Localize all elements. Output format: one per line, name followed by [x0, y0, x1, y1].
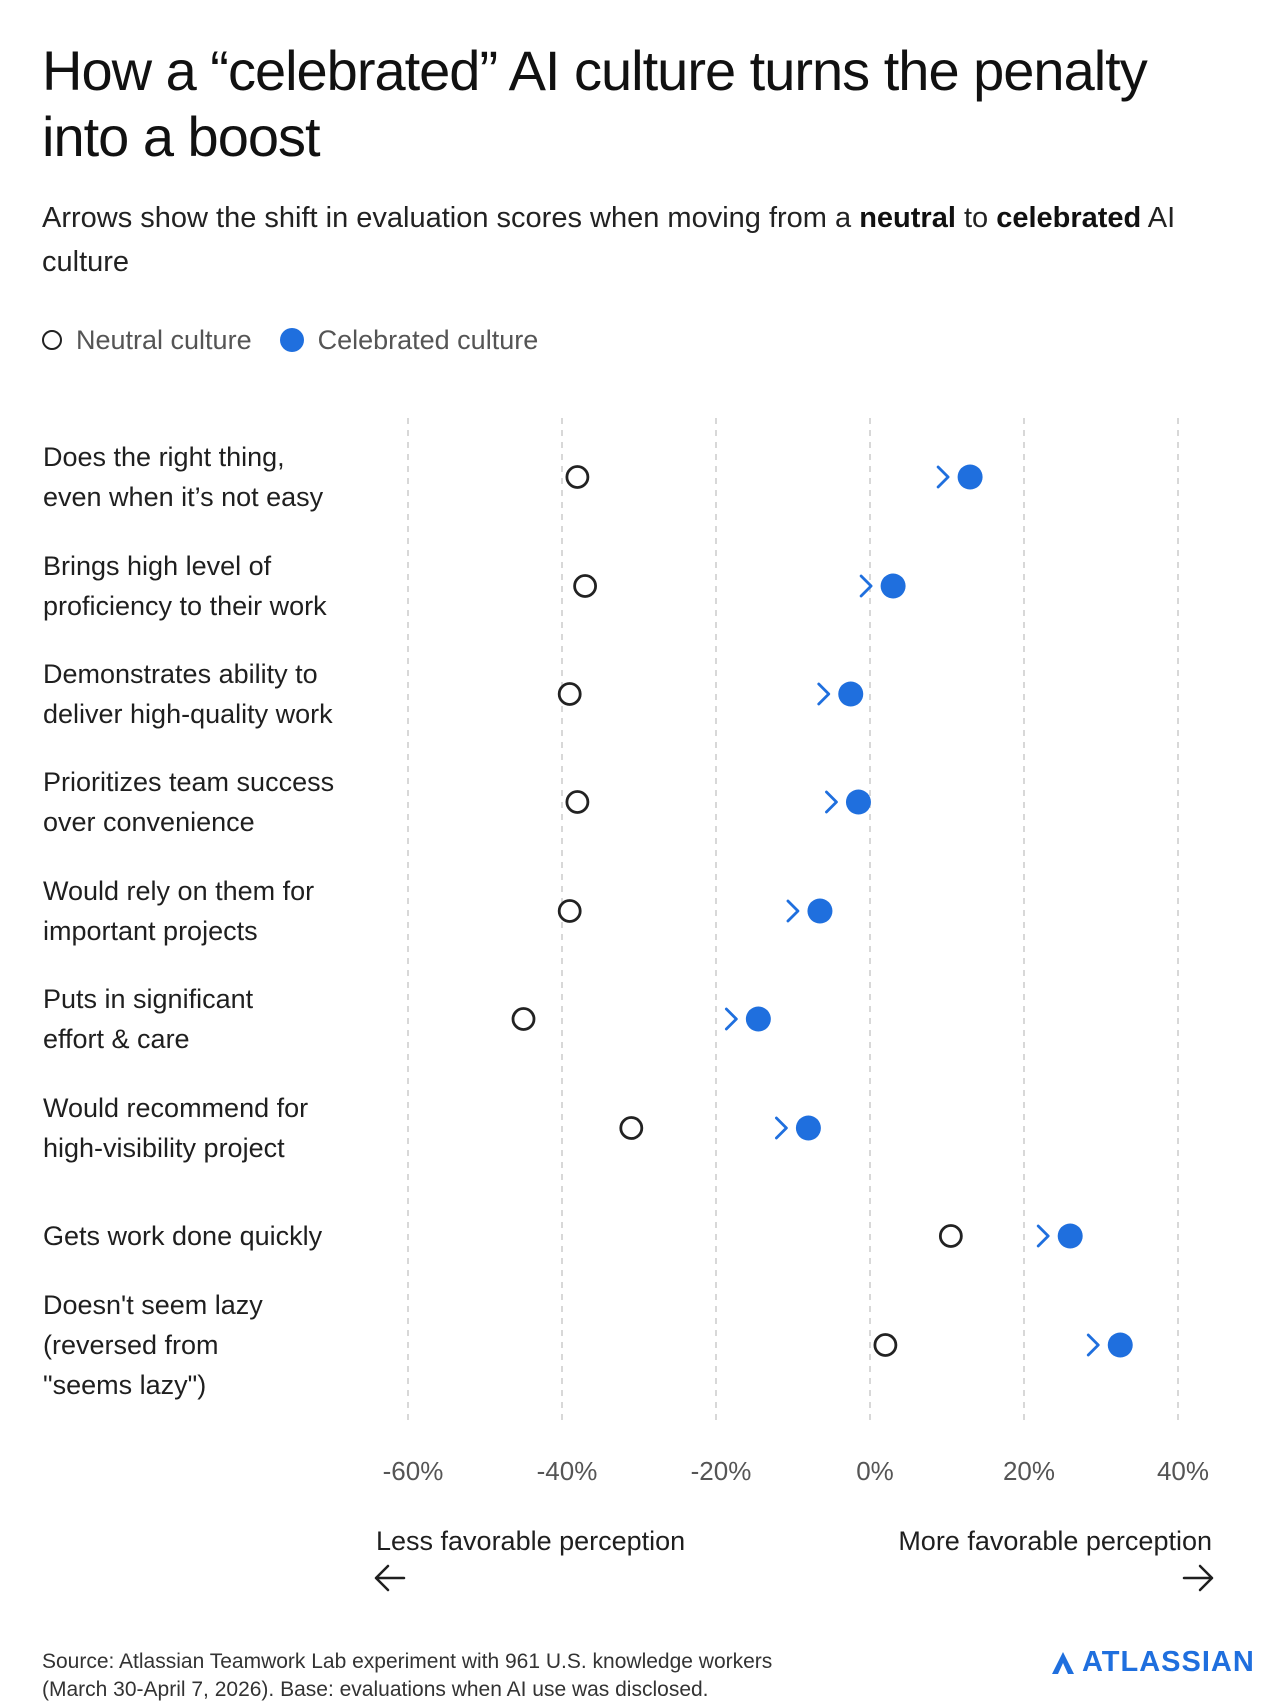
arrow-head-icon [859, 574, 873, 598]
x-axis-ticks: -60% -40% -20% 0% 20% 40% [383, 1456, 1209, 1486]
neutral-point [619, 1116, 644, 1140]
celebrated-point [795, 1115, 821, 1141]
category-label-line: Gets work done quickly [43, 1221, 323, 1251]
category-label: Prioritizes team success over convenience [43, 767, 334, 837]
legend-label-celebrated: Celebrated culture [317, 324, 539, 355]
data-row [565, 464, 983, 490]
data-rows [511, 464, 1133, 1358]
data-row [938, 1223, 1083, 1249]
x-tick-label: -20% [691, 1456, 752, 1486]
right-arrow-icon [1182, 1564, 1214, 1592]
neutral-point [557, 899, 582, 923]
data-row [573, 573, 906, 599]
category-label-line: Doesn't seem lazy [43, 1290, 263, 1320]
source-line-2: (March 30-April 7, 2026). Base: evaluati… [42, 1678, 709, 1701]
arrow-head-icon [724, 1007, 738, 1031]
chart-subtitle: Arrows show the shift in evaluation scor… [42, 196, 1192, 284]
data-row [619, 1115, 821, 1141]
category-labels: Does the right thing, even when it’s not … [43, 442, 334, 1400]
category-label-line: "seems lazy") [43, 1370, 206, 1400]
neutral-point [573, 574, 597, 598]
neutral-marker-icon [42, 330, 62, 350]
source-line-1: Source: Atlassian Teamwork Lab experimen… [42, 1650, 773, 1673]
category-label-line: proficiency to their work [43, 591, 327, 621]
x-tick-label: 0% [856, 1456, 894, 1486]
arrow-head-icon [825, 790, 838, 814]
category-label: Does the right thing, even when it’s not … [43, 442, 324, 512]
subtitle-bold-neutral: neutral [859, 202, 956, 234]
category-label-line: Demonstrates ability to [43, 659, 318, 689]
neutral-point [565, 465, 590, 489]
arrow-head-icon [775, 1116, 788, 1140]
subtitle-part3: AI culture [42, 202, 1176, 278]
less-favorable-label: Less favorable perception [376, 1526, 685, 1556]
category-label-line: Prioritizes team success [43, 767, 334, 797]
direction-labels: Less favorable perception More favorable … [374, 1526, 1214, 1592]
category-label-line: Does the right thing, [43, 442, 285, 472]
category-label-line: even when it’s not easy [43, 482, 324, 512]
legend-item-neutral: Neutral culture [42, 325, 252, 356]
arrow-head-icon [1036, 1224, 1050, 1248]
category-label-line: important projects [43, 916, 258, 946]
x-tick-label: -60% [383, 1456, 444, 1486]
data-row [565, 789, 871, 815]
category-label-line: Brings high level of [43, 551, 272, 581]
arrow-head-icon [786, 899, 800, 923]
grid-lines [407, 418, 1179, 1425]
category-label: Puts in significant effort & care [43, 984, 254, 1054]
celebrated-point [807, 898, 833, 924]
celebrated-point [838, 681, 864, 707]
atlassian-logo-text: ATLASSIAN [1082, 1646, 1255, 1678]
neutral-point [557, 682, 582, 706]
neutral-point [565, 790, 590, 814]
more-favorable-label: More favorable perception [898, 1526, 1212, 1556]
subtitle-bold-celebrated: celebrated [996, 202, 1142, 234]
category-label-line: Puts in significant [43, 984, 254, 1014]
neutral-point [511, 1007, 536, 1031]
x-tick-label: 20% [1003, 1456, 1055, 1486]
category-label-line: deliver high-quality work [43, 699, 333, 729]
category-label-line: effort & care [43, 1024, 190, 1054]
category-label-line: (reversed from [43, 1330, 219, 1360]
arrow-head-icon [936, 465, 950, 489]
subtitle-part1: Arrows show the shift in evaluation scor… [42, 202, 860, 234]
category-label-line: high-visibility project [43, 1133, 285, 1163]
x-tick-label: -40% [537, 1456, 598, 1486]
category-label: Demonstrates ability to deliver high-qual… [43, 659, 333, 729]
celebrated-point [845, 789, 871, 815]
data-row [873, 1332, 1133, 1358]
atlassian-logo: ATLASSIAN [1050, 1646, 1255, 1679]
x-tick-label: 40% [1157, 1456, 1209, 1486]
category-label: Would recommend for high-visibility proje… [43, 1093, 308, 1163]
arrow-head-icon [817, 682, 831, 706]
celebrated-point [880, 573, 906, 599]
neutral-point [873, 1333, 898, 1357]
celebrated-point [1057, 1223, 1083, 1249]
left-arrow-icon [374, 1564, 406, 1592]
category-label-line: Would recommend for [43, 1093, 308, 1123]
data-row [511, 1006, 771, 1032]
chart-title: How a “celebrated” AI culture turns the … [42, 39, 1148, 168]
source-note: Source: Atlassian Teamwork Lab experimen… [42, 1648, 1002, 1704]
subtitle-part2: to [955, 202, 997, 234]
category-label-line: Would rely on them for [43, 876, 314, 906]
data-row [557, 681, 864, 707]
category-label: Brings high level of proficiency to their… [43, 551, 327, 621]
category-label: Would rely on them for important projects [43, 876, 314, 946]
category-label-line: over convenience [43, 807, 255, 837]
celebrated-marker-icon [279, 328, 304, 352]
category-label: Doesn't seem lazy (reversed from "seems la… [43, 1290, 263, 1400]
celebrated-point [957, 464, 983, 490]
celebrated-point [1107, 1332, 1133, 1358]
legend: Neutral culture Celebrated culture [42, 322, 566, 358]
arrow-head-icon [1086, 1333, 1100, 1357]
data-row [557, 898, 833, 924]
neutral-point [938, 1224, 963, 1248]
atlassian-logo-icon [1052, 1651, 1074, 1674]
legend-item-celebrated: Celebrated culture [279, 324, 539, 356]
category-label: Gets work done quickly [43, 1221, 323, 1251]
celebrated-point [745, 1006, 771, 1032]
legend-label-neutral: Neutral culture [76, 324, 252, 355]
